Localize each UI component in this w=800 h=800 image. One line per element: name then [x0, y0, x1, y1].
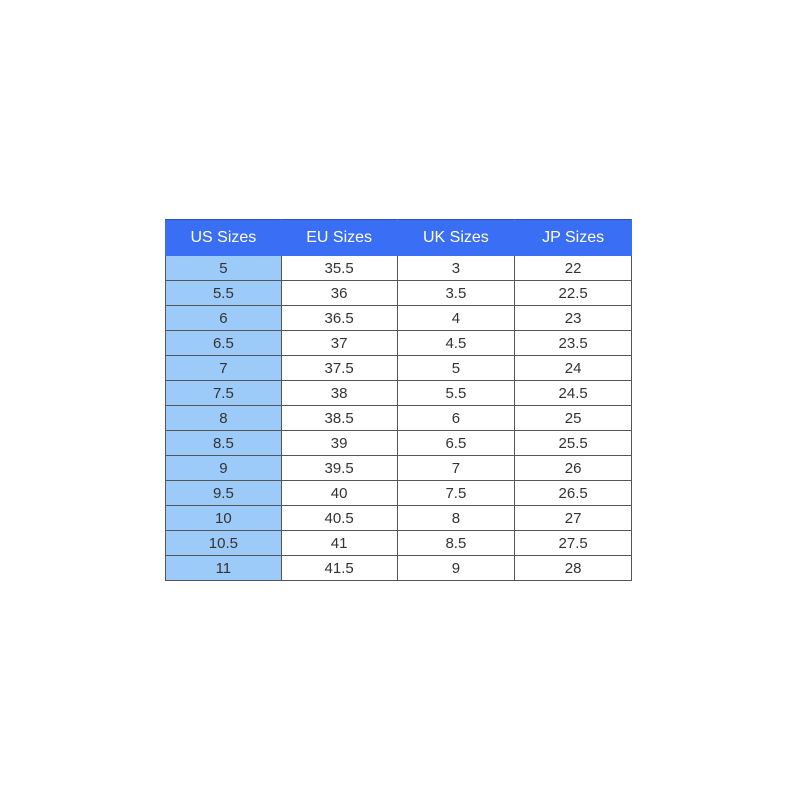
table-cell: 40.5	[280, 505, 398, 531]
table-cell: 5.5	[396, 380, 516, 406]
table-cell: 23.5	[514, 330, 632, 356]
table-cell: 7.5	[396, 480, 516, 506]
table-cell: 10	[165, 505, 282, 531]
table-cell: 24	[514, 355, 632, 381]
table-cell: 6.5	[396, 430, 516, 456]
header-row: US Sizes EU Sizes UK Sizes JP Sizes	[165, 219, 632, 256]
table-cell: 25.5	[514, 430, 632, 456]
table-cell: 8	[396, 505, 516, 531]
table-cell: 37.5	[280, 355, 398, 381]
size-conversion-table: US Sizes EU Sizes UK Sizes JP Sizes 5 35.5 3 2…	[165, 219, 632, 581]
table-row: 8.5 39 6.5 25.5	[165, 430, 632, 456]
table-row: 9.5 40 7.5 26.5	[165, 480, 632, 506]
table-cell: 27.5	[514, 530, 632, 556]
column-header: JP Sizes	[514, 219, 632, 256]
table-cell: 26	[514, 455, 632, 481]
table-cell: 4	[396, 305, 516, 331]
table-cell: 24.5	[514, 380, 632, 406]
table-cell: 22.5	[514, 280, 632, 306]
table-cell: 22	[514, 255, 632, 281]
table-row: 7 37.5 5 24	[165, 355, 632, 381]
table-cell: 41.5	[280, 555, 398, 581]
table-row: 11 41.5 9 28	[165, 555, 632, 581]
table-row: 7.5 38 5.5 24.5	[165, 380, 632, 406]
table-cell: 10.5	[165, 530, 282, 556]
table-cell: 39	[280, 430, 398, 456]
table-cell: 9	[396, 555, 516, 581]
table-cell: 26.5	[514, 480, 632, 506]
table-cell: 5	[396, 355, 516, 381]
table-row: 10 40.5 8 27	[165, 505, 632, 531]
table-cell: 9	[165, 455, 282, 481]
table-cell: 4.5	[396, 330, 516, 356]
table-row: 9 39.5 7 26	[165, 455, 632, 481]
table-cell: 41	[280, 530, 398, 556]
table-cell: 40	[280, 480, 398, 506]
table-cell: 6	[396, 405, 516, 431]
table-cell: 6	[165, 305, 282, 331]
table-row: 10.5 41 8.5 27.5	[165, 530, 632, 556]
table-cell: 7.5	[165, 380, 282, 406]
table-cell: 3	[396, 255, 516, 281]
table-cell: 8.5	[396, 530, 516, 556]
table-cell: 9.5	[165, 480, 282, 506]
table-row: 8 38.5 6 25	[165, 405, 632, 431]
table-cell: 11	[165, 555, 282, 581]
table-cell: 37	[280, 330, 398, 356]
table-cell: 23	[514, 305, 632, 331]
table-cell: 3.5	[396, 280, 516, 306]
table-cell: 36.5	[280, 305, 398, 331]
table-row: 5 35.5 3 22	[165, 255, 632, 281]
table-cell: 7	[165, 355, 282, 381]
table-cell: 36	[280, 280, 398, 306]
table-cell: 28	[514, 555, 632, 581]
table-cell: 25	[514, 405, 632, 431]
table-cell: 39.5	[280, 455, 398, 481]
column-header: EU Sizes	[280, 219, 398, 256]
table-row: 6 36.5 4 23	[165, 305, 632, 331]
table-cell: 38.5	[280, 405, 398, 431]
table-cell: 8	[165, 405, 282, 431]
table-cell: 5	[165, 255, 282, 281]
column-header: UK Sizes	[396, 219, 516, 256]
table-cell: 27	[514, 505, 632, 531]
table-row: 5.5 36 3.5 22.5	[165, 280, 632, 306]
column-header: US Sizes	[165, 219, 282, 256]
table-row: 6.5 37 4.5 23.5	[165, 330, 632, 356]
table-cell: 5.5	[165, 280, 282, 306]
table-cell: 7	[396, 455, 516, 481]
table-cell: 8.5	[165, 430, 282, 456]
table-cell: 6.5	[165, 330, 282, 356]
table-cell: 35.5	[280, 255, 398, 281]
table-cell: 38	[280, 380, 398, 406]
